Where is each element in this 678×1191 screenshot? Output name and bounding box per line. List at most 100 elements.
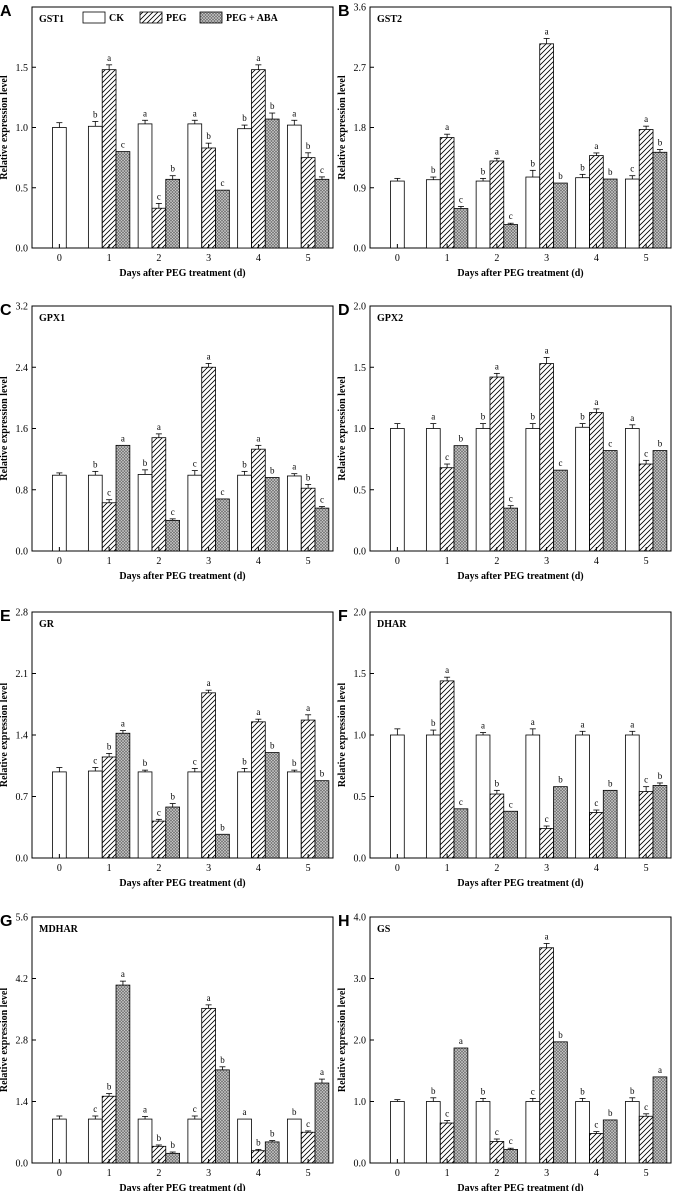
y-tick-label: 0.0: [16, 547, 29, 558]
significance-letter: c: [107, 488, 111, 498]
significance-letter: c: [509, 211, 513, 221]
significance-letter: a: [193, 108, 197, 118]
x-axis-label: Days after PEG treatment (d): [457, 268, 583, 279]
y-tick-label: 1.0: [354, 1097, 367, 1108]
significance-letter: c: [193, 756, 197, 766]
y-tick-label: 0.0: [354, 547, 367, 558]
significance-letter: b: [143, 758, 148, 768]
significance-letter: b: [170, 1140, 175, 1150]
significance-letter: a: [431, 412, 435, 422]
significance-letter: a: [157, 422, 161, 432]
x-tick-label: 4: [594, 1168, 599, 1179]
bar-peg-aba: [215, 1069, 230, 1164]
y-tick-label: 2.0: [354, 302, 367, 313]
significance-letter: c: [93, 1104, 97, 1114]
significance-letter: b: [242, 756, 247, 766]
bar-peg-aba: [314, 507, 330, 552]
x-tick-label: 4: [594, 863, 599, 874]
significance-letter: a: [531, 717, 535, 727]
bar-peg: [201, 147, 216, 249]
bar-ck: [137, 1118, 153, 1164]
bar-peg-aba: [453, 208, 469, 249]
significance-letter: b: [93, 109, 98, 119]
bar-peg: [439, 680, 455, 859]
significance-letter: a: [143, 108, 147, 118]
x-tick-label: 5: [644, 253, 649, 264]
bar-ck: [187, 474, 203, 552]
significance-letter: b: [495, 778, 500, 788]
y-tick-label: 0.9: [354, 183, 367, 194]
significance-letter: b: [270, 466, 275, 476]
y-tick-label: 1.0: [16, 123, 29, 134]
significance-letter: c: [558, 458, 562, 468]
bar-peg: [539, 43, 554, 249]
significance-letter: a: [445, 122, 449, 132]
bar-ck: [187, 1118, 203, 1164]
bar-control: [390, 734, 405, 859]
y-axis-label: Relative expression level: [337, 376, 348, 480]
bar-ck: [475, 428, 491, 552]
bar-peg: [489, 376, 505, 552]
x-tick-label: 2: [494, 863, 499, 874]
panel-letter: E: [0, 608, 11, 625]
significance-letter: c: [459, 194, 463, 204]
significance-letter: b: [170, 164, 175, 174]
legend-swatch: [199, 11, 223, 24]
x-tick-label: 3: [544, 863, 549, 874]
bar-ck: [237, 128, 252, 249]
significance-letter: b: [270, 101, 275, 111]
significance-letter: b: [256, 1137, 261, 1147]
y-tick-label: 2.0: [354, 1036, 367, 1047]
y-tick-label: 5.6: [16, 913, 29, 924]
x-tick-label: 3: [544, 253, 549, 264]
bar-ck: [137, 474, 153, 552]
significance-letter: a: [644, 114, 648, 124]
x-tick-label: 2: [494, 1168, 499, 1179]
significance-letter: b: [220, 1055, 225, 1065]
x-tick-label: 4: [594, 556, 599, 567]
significance-letter: c: [594, 798, 598, 808]
significance-letter: a: [292, 108, 296, 118]
bar-ck: [425, 428, 441, 552]
bar-ck: [575, 177, 590, 249]
bar-peg-aba: [165, 806, 180, 859]
bar-peg: [439, 1122, 455, 1164]
significance-letter: b: [608, 1108, 613, 1118]
bar-ck: [137, 123, 153, 249]
bar-peg-aba: [602, 1119, 618, 1164]
bar-peg: [489, 793, 505, 859]
significance-letter: c: [594, 1120, 598, 1130]
significance-letter: a: [459, 1036, 463, 1046]
y-tick-label: 1.0: [354, 424, 367, 435]
bar-peg: [101, 1095, 117, 1164]
bar-ck: [475, 180, 491, 249]
x-tick-label: 4: [256, 253, 261, 264]
bar-peg-aba: [553, 1041, 568, 1164]
bar-peg-aba: [553, 182, 568, 249]
y-tick-label: 1.6: [16, 424, 29, 435]
significance-letter: c: [157, 191, 161, 201]
significance-letter: a: [207, 351, 211, 361]
legend-swatch: [139, 11, 163, 24]
significance-letter: c: [644, 448, 648, 458]
x-axis-label: Days after PEG treatment (d): [457, 571, 583, 582]
chart-title: GR: [39, 619, 55, 630]
significance-letter: a: [630, 413, 634, 423]
bar-peg: [201, 1007, 216, 1164]
significance-letter: c: [644, 1102, 648, 1112]
significance-letter: b: [558, 171, 563, 181]
bar-control: [390, 428, 405, 552]
bar-ck: [425, 734, 441, 859]
bar-peg: [300, 1131, 316, 1164]
bar-ck: [87, 474, 103, 552]
y-axis-label: Relative expression level: [0, 75, 10, 179]
bar-control: [52, 771, 67, 859]
bar-peg-aba: [115, 732, 131, 859]
bar-peg: [489, 160, 505, 249]
panel-f: F 0.0 0.5 1.0 1.5 2.0 Relative expression leve…: [337, 608, 672, 889]
bar-peg: [589, 155, 604, 249]
significance-letter: b: [608, 167, 613, 177]
significance-letter: c: [630, 164, 634, 174]
significance-letter: c: [509, 494, 513, 504]
